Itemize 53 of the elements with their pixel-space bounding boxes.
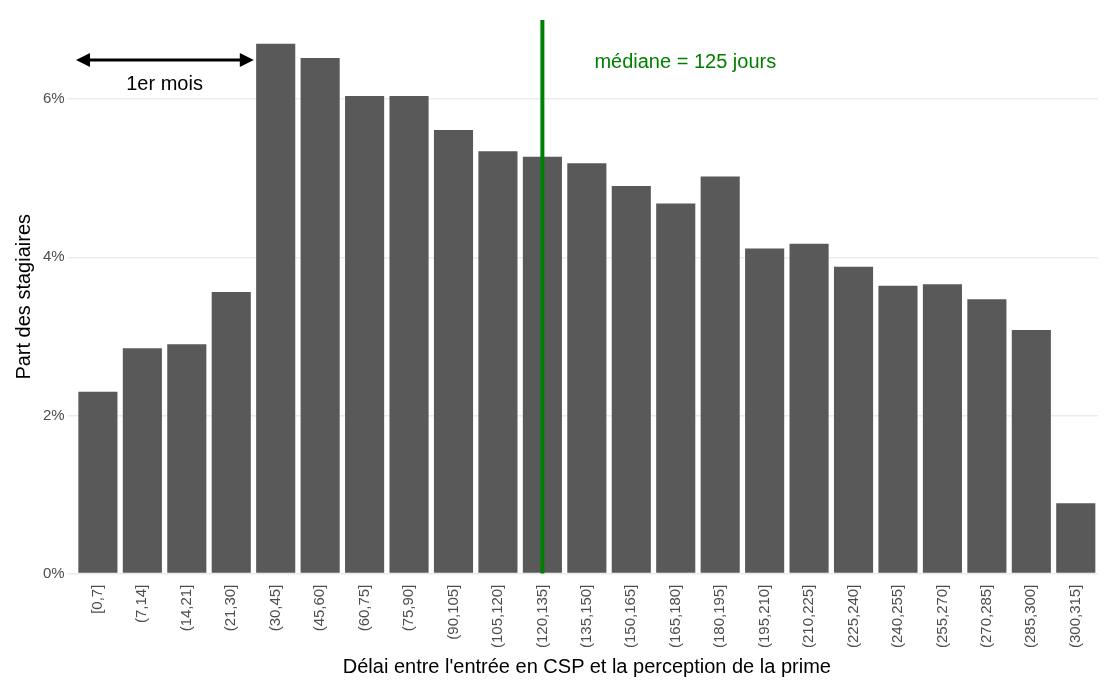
- x-tick-label: (210,225]: [799, 584, 817, 649]
- bar: [611, 186, 651, 573]
- x-tick-label: (45,60]: [310, 584, 328, 632]
- x-tick-label: (300,315]: [1065, 584, 1083, 649]
- y-tick-label: 0%: [42, 563, 65, 581]
- x-tick-label: (225,240]: [843, 584, 861, 649]
- x-tick-label: (60,75]: [354, 584, 372, 632]
- bar: [300, 57, 340, 573]
- bar: [167, 344, 207, 573]
- bar: [478, 151, 518, 573]
- bar: [1011, 330, 1051, 573]
- bar: [345, 95, 385, 573]
- y-tick-label: 4%: [42, 247, 65, 265]
- bar: [256, 43, 296, 573]
- bar: [878, 285, 918, 573]
- x-tick-label: (165,180]: [665, 584, 683, 649]
- x-tick-label: (75,90]: [399, 584, 417, 632]
- x-tick-label: (135,150]: [576, 584, 594, 649]
- x-axis-title: Délai entre l'entrée en CSP et la perception de la prime: [342, 654, 831, 677]
- bar: [567, 163, 607, 573]
- x-tick-label: (105,120]: [488, 584, 506, 649]
- bar: [967, 299, 1007, 573]
- x-tick-label: (195,210]: [754, 584, 772, 649]
- bar: [656, 203, 696, 573]
- x-tick-label: [0,7]: [88, 584, 106, 614]
- y-axis-title: Part des stagiaires: [11, 213, 34, 380]
- x-tick-label: (7,14]: [132, 584, 150, 623]
- x-tick-label: (285,300]: [1021, 584, 1039, 649]
- x-tick-label: (180,195]: [710, 584, 728, 649]
- x-tick-label: (14,21]: [176, 584, 194, 632]
- x-tick-label: (21,30]: [221, 584, 239, 632]
- bar: [78, 391, 118, 573]
- x-tick-label: (270,285]: [977, 584, 995, 649]
- x-tick-label: (120,135]: [532, 584, 550, 649]
- x-tick-label: (240,255]: [888, 584, 906, 649]
- bar: [922, 284, 962, 573]
- x-tick-label: (30,45]: [265, 584, 283, 632]
- bar: [1056, 503, 1096, 573]
- bar: [389, 95, 429, 573]
- x-tick-label: (255,270]: [932, 584, 950, 649]
- bar: [211, 292, 251, 573]
- x-tick-label: (150,165]: [621, 584, 639, 649]
- annotation: 1er mois: [125, 72, 204, 95]
- x-tick-label: (90,105]: [443, 584, 461, 640]
- ref-line-label: médiane = 125 jours: [594, 49, 777, 72]
- bar: [122, 348, 162, 573]
- bar: [745, 248, 785, 573]
- y-tick-label: 2%: [42, 405, 65, 423]
- bar: [833, 266, 874, 573]
- bar: [789, 243, 829, 573]
- bar: [700, 176, 740, 573]
- y-tick-label: 6%: [42, 89, 65, 107]
- bar: [433, 129, 474, 573]
